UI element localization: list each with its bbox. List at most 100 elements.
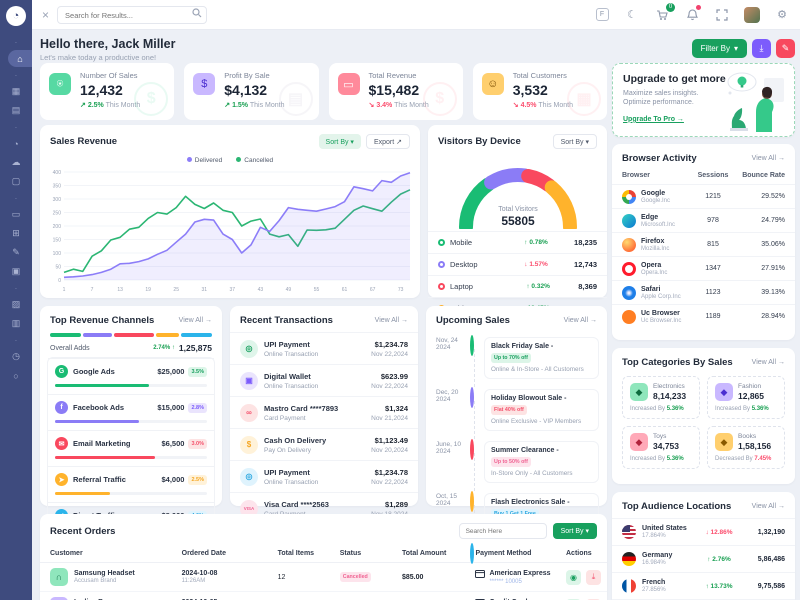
- view-order-button[interactable]: ◉: [566, 598, 581, 600]
- view-all-link[interactable]: View All →: [374, 317, 408, 324]
- sidebar-item[interactable]: ▭: [2, 206, 30, 223]
- sidebar-item[interactable]: ◔: [2, 135, 30, 152]
- category-card[interactable]: ◆ Electronics 8,14,233 Increased By 5.36…: [622, 376, 700, 419]
- transaction-row[interactable]: ◎ UPI Payment Online Transaction $1,234.…: [230, 460, 418, 492]
- sidebar-item[interactable]: ▤: [2, 102, 30, 119]
- cart-icon[interactable]: 0: [654, 2, 675, 23]
- svg-text:400: 400: [53, 170, 62, 176]
- channel-row[interactable]: ✉ Email Marketing $6,500 3.0%: [48, 430, 214, 466]
- stat-card-profit-by-sale[interactable]: $ Profit By Sale $4,132 ↗ 1.5% This Mont…: [184, 63, 319, 120]
- sidebar-item[interactable]: ▣: [2, 263, 30, 280]
- channel-row[interactable]: ➤ Referral Traffic $4,000 2.5%: [48, 466, 214, 502]
- orders-search-input[interactable]: [458, 523, 547, 539]
- status-badge: Cancelled: [339, 572, 371, 582]
- svg-text:55805: 55805: [501, 214, 535, 228]
- view-all-link[interactable]: View All →: [751, 503, 785, 510]
- channel-row[interactable]: G Google Ads $25,000 3.5%: [48, 358, 214, 394]
- category-card[interactable]: ◆ Books 1,58,156 Decreased By 7.45%: [707, 426, 785, 469]
- sidebar-item[interactable]: ·: [2, 192, 30, 204]
- sidebar-item[interactable]: ·: [2, 334, 30, 346]
- view-all-link[interactable]: View All →: [751, 359, 785, 366]
- orders-sort-by-button[interactable]: Sort By ▾: [552, 523, 597, 539]
- sidebar-item[interactable]: ·: [2, 36, 30, 48]
- sort-by-button[interactable]: Sort By ▾: [552, 134, 597, 149]
- transaction-row[interactable]: ▣ Digital Wallet Online Transaction $623…: [230, 364, 418, 396]
- dark-mode-moon-icon[interactable]: ☾: [627, 9, 637, 21]
- audience-location-row[interactable]: United States 17.864% ↓ 12.86% 1,32,190: [612, 518, 795, 545]
- search-input[interactable]: [57, 6, 208, 25]
- filter-by-button[interactable]: Filter By ▾: [691, 39, 747, 58]
- order-row[interactable]: ⌂ Ladies Bag Vellintin Brand 2024-10-051…: [40, 591, 607, 600]
- browser-row[interactable]: Google Google.Inc 1215 29.52%: [612, 184, 795, 208]
- overall-adds-row: Overall Adds 2.74% ↑ 1,25,875: [50, 343, 212, 353]
- browser-row[interactable]: Safari Apple Corp.Inc 1123 39.13%: [612, 280, 795, 304]
- notification-dot: [696, 4, 701, 10]
- sidebar-item[interactable]: ·: [2, 282, 30, 294]
- discount-badge: Up to 70% off: [491, 353, 531, 363]
- sidebar-item[interactable]: ▨: [2, 296, 30, 313]
- order-row[interactable]: ∩ Samsung Headset Accusam Brand 2024-10-…: [40, 562, 607, 592]
- upgrade-to-pro-link[interactable]: Upgrade To Pro →: [623, 115, 684, 123]
- browser-row[interactable]: Uc Browser Uc Browser.Inc 1189 28.94%: [612, 304, 795, 328]
- svg-text:61: 61: [342, 287, 348, 293]
- fullscreen-icon[interactable]: [714, 7, 730, 23]
- sidebar-item[interactable]: ◷: [2, 348, 30, 365]
- transaction-row[interactable]: $ Cash On Delivery Pay On Delivery $1,12…: [230, 428, 418, 460]
- stat-change: ↗ 1.5% This Month: [224, 102, 285, 109]
- visitor-device-row[interactable]: Laptop ↑ 0.32% 8,369: [428, 275, 607, 297]
- sidebar-item[interactable]: ▥: [2, 315, 30, 332]
- close-icon[interactable]: ×: [42, 7, 50, 22]
- sidebar-item[interactable]: ⌂: [8, 50, 32, 67]
- browser-row[interactable]: Opera Opera.Inc 1347 27.91%: [612, 256, 795, 280]
- category-card[interactable]: ◆ Fashion 12,865 Increased By 5.36%: [707, 376, 785, 419]
- browser-row[interactable]: Edge Microsoft.Inc 978 24.79%: [612, 208, 795, 232]
- stat-card-number-of-sales[interactable]: ⍟ Number Of Sales 12,432 ↗ 2.5% This Mon…: [40, 63, 175, 120]
- sidebar-item[interactable]: ☁: [2, 154, 30, 171]
- download-button[interactable]: ⤓: [752, 39, 771, 58]
- sidebar-item[interactable]: ·: [2, 69, 30, 81]
- upcoming-sale-row[interactable]: Nov, 24 2024 Black Friday Sale - Up to 7…: [426, 332, 607, 387]
- channel-progress-bar: [55, 384, 150, 387]
- stat-card-total-revenue[interactable]: ▭ Total Revenue $15,482 ↘ 3.4% This Mont…: [328, 63, 463, 120]
- category-card[interactable]: ◆ Toys 34,753 Increased By 5.36%: [622, 426, 700, 469]
- download-order-button[interactable]: ⤓: [586, 569, 601, 585]
- sidebar-item[interactable]: ✎: [2, 244, 30, 261]
- view-order-button[interactable]: ◉: [566, 569, 581, 585]
- app-logo-icon[interactable]: ◔: [6, 6, 26, 26]
- user-avatar[interactable]: [744, 6, 760, 23]
- stat-card-total-customers[interactable]: ☺ Total Customers 3,532 ↘ 4.5% This Mont…: [472, 63, 607, 120]
- visitor-device-row[interactable]: Mobile ↑ 0.78% 18,235: [428, 231, 607, 253]
- export-button[interactable]: Export ↗: [365, 134, 410, 149]
- edit-button[interactable]: ✎: [776, 39, 795, 58]
- browser-row[interactable]: Firefox Mozilla.Inc 815 35.06%: [612, 232, 795, 256]
- svg-text:200: 200: [53, 224, 62, 230]
- view-all-link[interactable]: View All →: [178, 317, 212, 324]
- sidebar-item[interactable]: ⊞: [2, 225, 30, 242]
- settings-gear-icon[interactable]: ⚙: [777, 9, 787, 21]
- sidebar-item[interactable]: ·: [2, 121, 30, 133]
- transaction-row[interactable]: ∞ Mastro Card ****7893 Card Payment $1,3…: [230, 396, 418, 428]
- upcoming-sale-row[interactable]: Dec, 20 2024 Holiday Blowout Sale - Flat…: [426, 384, 607, 439]
- download-order-button[interactable]: ⤓: [586, 598, 601, 600]
- audience-location-row[interactable]: Germany 16.984% ↑ 2.76% 5,86,486: [612, 545, 795, 572]
- channel-row[interactable]: f Facebook Ads $15,000 2.8%: [48, 394, 214, 430]
- sidebar-item[interactable]: ○: [2, 367, 30, 384]
- audience-location-row[interactable]: French 27.856% ↑ 13.73% 9,75,586: [612, 572, 795, 599]
- sidebar-item[interactable]: ▦: [2, 83, 30, 100]
- svg-text:100: 100: [53, 251, 62, 257]
- view-all-link[interactable]: View All →: [563, 317, 597, 324]
- sales-revenue-line-chart[interactable]: 0 50 100 150 200 250 300 350 400 1 7 13 19 25 31 37 43 49…: [44, 166, 416, 294]
- font-size-icon[interactable]: F: [594, 7, 610, 23]
- transaction-row[interactable]: ◎ UPI Payment Online Transaction $1,234.…: [230, 332, 418, 364]
- notification-bell-icon[interactable]: [684, 4, 701, 23]
- view-all-link[interactable]: View All →: [751, 155, 785, 162]
- visitor-device-row[interactable]: Desktop ↓ 1.57% 12,743: [428, 253, 607, 275]
- upcoming-sale-row[interactable]: June, 10 2024 Summer Clearance - Up to 5…: [426, 436, 607, 491]
- channel-icon: ✉: [55, 437, 68, 450]
- channel-progress-bar: [55, 492, 110, 495]
- sort-by-button[interactable]: Sort By ▾: [318, 134, 361, 149]
- upgrade-illustration: [727, 72, 784, 132]
- sidebar-item[interactable]: ▢: [2, 173, 30, 190]
- svg-text:0: 0: [58, 278, 61, 284]
